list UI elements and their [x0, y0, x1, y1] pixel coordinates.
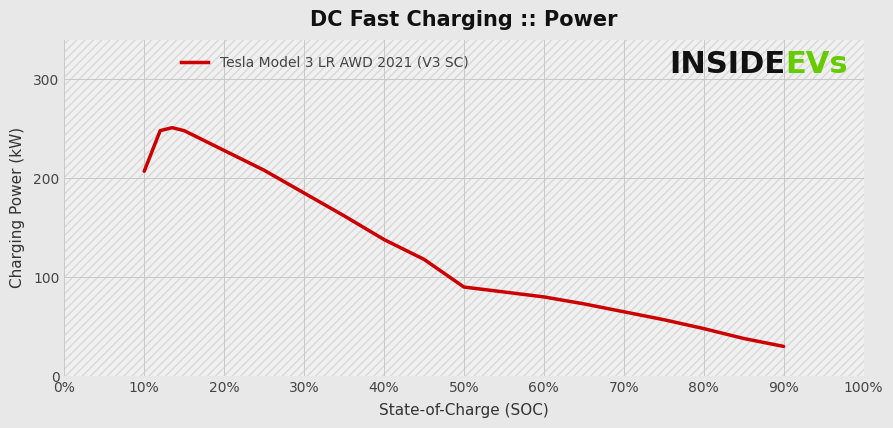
Y-axis label: Charging Power (kW): Charging Power (kW)	[10, 127, 25, 288]
Legend: Tesla Model 3 LR AWD 2021 (V3 SC): Tesla Model 3 LR AWD 2021 (V3 SC)	[175, 50, 474, 75]
Text: INSIDE: INSIDE	[670, 50, 786, 79]
Bar	[64, 40, 864, 376]
X-axis label: State-of-Charge (SOC): State-of-Charge (SOC)	[379, 403, 549, 418]
Title: DC Fast Charging :: Power: DC Fast Charging :: Power	[310, 10, 618, 30]
Text: EVs: EVs	[786, 50, 848, 79]
